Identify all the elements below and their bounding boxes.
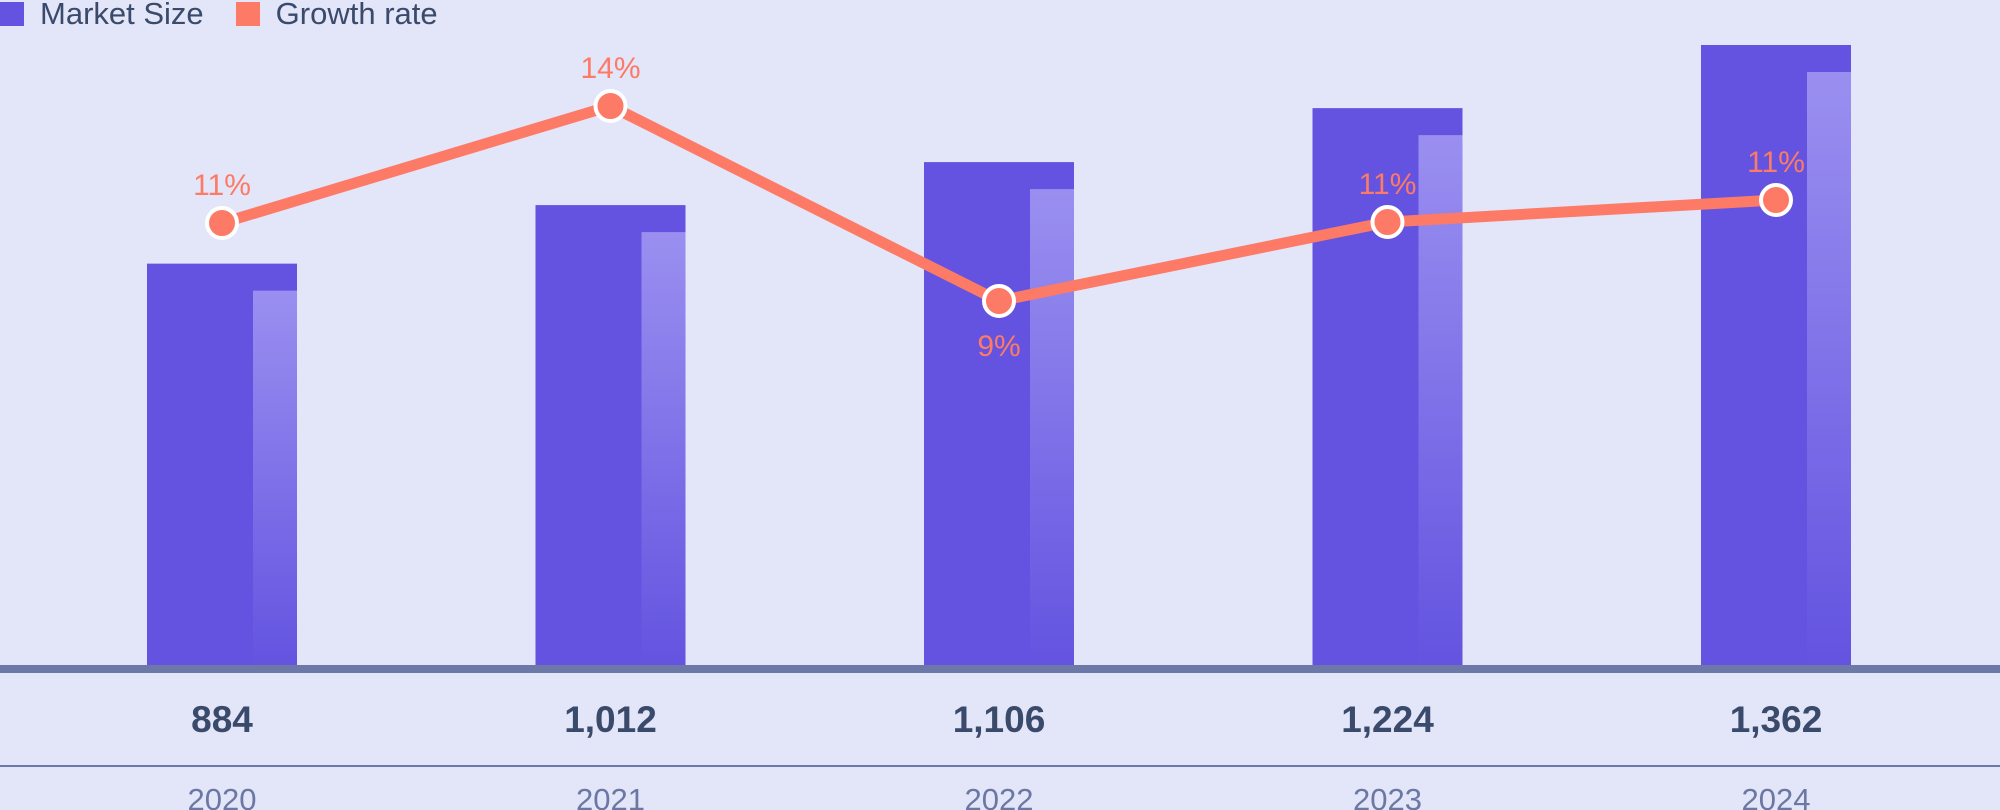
growth-point-2022 — [982, 284, 1016, 318]
growth-label-2024: 11% — [1747, 146, 1805, 179]
x-tick-label-2021: 2021 — [576, 782, 645, 810]
growth-label-2021: 14% — [580, 52, 640, 85]
growth-point-2021 — [593, 89, 628, 123]
legend-swatch-growth-rate — [235, 2, 260, 26]
growth-point-2024 — [1759, 183, 1793, 217]
bar-value-label-2020: 884 — [191, 699, 253, 740]
growth-point-2023 — [1370, 205, 1405, 239]
bar-highlight-2022 — [1030, 189, 1074, 668]
table-divider — [0, 765, 2000, 767]
growth-point-2020 — [205, 206, 239, 240]
chart-legend: Market Size Growth rate — [0, 0, 458, 34]
growth-label-2023: 11% — [1359, 168, 1417, 201]
x-tick-label-2020: 2020 — [188, 782, 257, 810]
bar-value-label-2023: 1,224 — [1341, 699, 1434, 740]
bar-value-label-2024: 1,362 — [1730, 699, 1823, 740]
bar-highlight-2021 — [641, 232, 686, 668]
legend-swatch-market-size — [0, 2, 24, 26]
bar-value-label-2022: 1,106 — [953, 699, 1046, 740]
legend-item-growth-rate: Growth rate — [235, 0, 438, 32]
growth-label-2022: 9% — [977, 330, 1020, 363]
bar-highlight-2024 — [1807, 72, 1851, 668]
x-tick-label-2023: 2023 — [1353, 782, 1422, 810]
growth-label-2020: 11% — [193, 169, 251, 202]
x-tick-label-2022: 2022 — [965, 782, 1034, 810]
legend-label-growth-rate: Growth rate — [275, 0, 438, 31]
x-tick-label-2024: 2024 — [1742, 782, 1811, 810]
bar-value-label-2021: 1,012 — [564, 699, 657, 740]
legend-item-market-size: Market Size — [0, 0, 204, 32]
bar-highlight-2020 — [253, 290, 297, 668]
legend-label-market-size: Market Size — [40, 0, 204, 31]
x-axis-baseline — [0, 665, 2000, 673]
